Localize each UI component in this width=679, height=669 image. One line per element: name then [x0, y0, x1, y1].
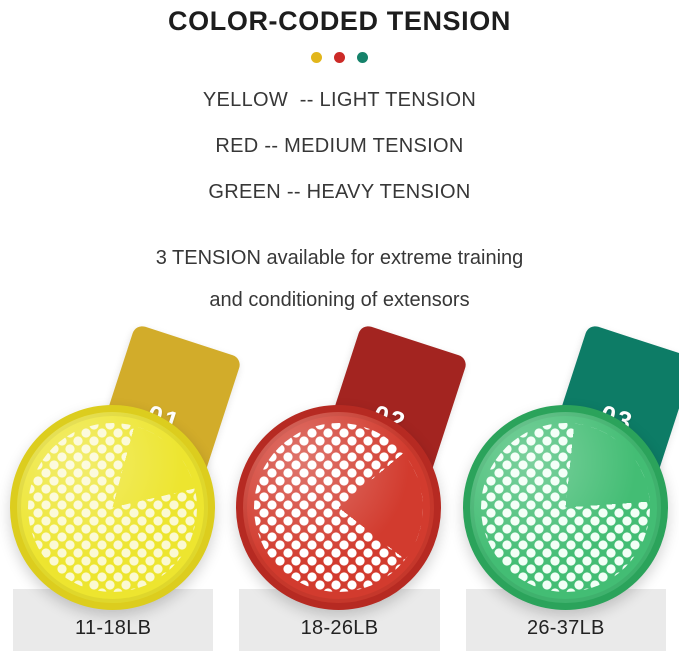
page-title: COLOR-CODED TENSION [168, 6, 511, 36]
tension-line-red: RED -- MEDIUM TENSION [215, 135, 464, 157]
disc-hole-pattern [254, 423, 424, 592]
description-line-2: and conditioning of extensors [209, 289, 470, 311]
legend-dots [0, 52, 679, 63]
tension-legend: YELLOW -- LIGHT TENSION RED -- MEDIUM TE… [0, 77, 679, 215]
red-dot [334, 52, 345, 63]
product-yellow: 01 11-18LB [0, 323, 243, 657]
disc-hole-pattern [480, 423, 650, 592]
yellow-dot [311, 52, 322, 63]
tension-line-yellow: YELLOW -- LIGHT TENSION [202, 89, 477, 111]
green-dot [357, 52, 368, 63]
product-red: 02 18-26LB [226, 323, 469, 657]
exerciser-disc-red [236, 405, 442, 610]
disc-hole-pattern [28, 423, 197, 592]
exerciser-disc-yellow [10, 405, 215, 610]
description: 3 TENSION available for extreme training… [0, 237, 679, 321]
products-row: 01 11-18LB 02 18-26LB 03 [0, 323, 679, 657]
tension-line-green: GREEN -- HEAVY TENSION [208, 181, 471, 203]
weight-label: 11-18LB [75, 617, 152, 639]
exerciser-disc-green [462, 405, 668, 610]
weight-label: 26-37LB [526, 617, 605, 639]
product-green: 03 26-37LB [453, 323, 679, 657]
weight-label: 18-26LB [300, 617, 379, 639]
description-line-1: 3 TENSION available for extreme training [155, 247, 524, 269]
